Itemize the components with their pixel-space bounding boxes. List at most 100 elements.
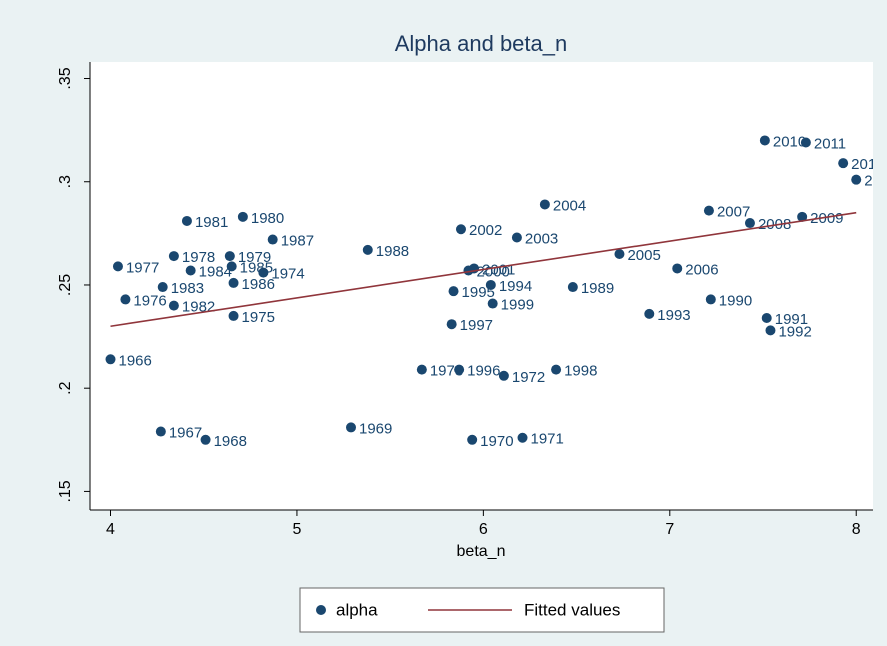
point-label: 1984 xyxy=(199,263,232,280)
point xyxy=(226,261,237,272)
plot-layer: 1966 1967 1968 1969 1970 1971 1972 1973 1974 1975… xyxy=(105,133,887,450)
chart-title: Alpha and beta_n xyxy=(395,31,568,56)
point-label: 1968 xyxy=(214,433,247,450)
point xyxy=(703,205,714,216)
point xyxy=(267,234,278,245)
point-label: 1995 xyxy=(462,284,495,301)
point-label: 2002 xyxy=(469,222,502,239)
point xyxy=(838,158,849,169)
y-tick-label: .3 xyxy=(57,175,74,188)
point-label: 1998 xyxy=(564,363,597,380)
point xyxy=(224,251,235,262)
point xyxy=(258,267,269,278)
point-label: 2005 xyxy=(627,247,660,264)
point xyxy=(759,135,770,146)
point xyxy=(485,279,496,290)
point-label: 1974 xyxy=(271,266,304,283)
point xyxy=(551,364,562,375)
point xyxy=(155,426,166,437)
point xyxy=(511,232,522,243)
point xyxy=(467,434,478,445)
point-label: 2013 xyxy=(864,173,887,190)
point-label: 2011 xyxy=(814,135,846,152)
point xyxy=(168,300,179,311)
point-label: 2006 xyxy=(685,261,718,278)
point-label: 1994 xyxy=(499,278,532,295)
point xyxy=(705,294,716,305)
point-label: 1992 xyxy=(778,323,811,340)
point-label: 1973 xyxy=(430,363,463,380)
point-label: 1981 xyxy=(195,214,228,231)
point xyxy=(448,286,459,297)
point-label: 1972 xyxy=(512,369,545,386)
point-label: 2000 xyxy=(476,263,509,280)
point-label: 2012 xyxy=(851,156,884,173)
point xyxy=(851,174,862,185)
x-tick-label: 7 xyxy=(665,521,674,538)
point-label: 2004 xyxy=(553,197,586,214)
point xyxy=(614,249,625,259)
point xyxy=(446,319,457,330)
x-tick-label: 6 xyxy=(479,521,488,538)
plot-area xyxy=(90,62,873,510)
point xyxy=(797,211,808,222)
point xyxy=(185,265,196,276)
legend-label: alpha xyxy=(336,600,378,619)
legend-label: Fitted values xyxy=(524,600,620,619)
point xyxy=(517,432,528,443)
point xyxy=(237,211,248,222)
point xyxy=(672,263,683,274)
y-tick-label: .15 xyxy=(57,480,74,502)
point xyxy=(416,364,427,375)
point-label: 2010 xyxy=(773,133,806,150)
point xyxy=(120,294,131,305)
y-tick-label: .35 xyxy=(57,67,74,89)
point xyxy=(362,244,373,255)
point-label: 1990 xyxy=(719,292,752,309)
point-label: 1969 xyxy=(359,420,392,437)
point xyxy=(228,277,239,288)
point xyxy=(498,370,509,381)
point xyxy=(228,310,239,321)
point xyxy=(454,364,465,375)
point-label: 1987 xyxy=(281,233,314,250)
point-label: 2007 xyxy=(717,204,750,221)
legend: alpha Fitted values xyxy=(299,587,665,633)
point-label: 1999 xyxy=(501,297,534,314)
point-label: 1979 xyxy=(238,249,271,266)
y-tick-label: .25 xyxy=(57,274,74,296)
legend-marker xyxy=(316,605,326,615)
point-label: 1986 xyxy=(242,276,275,293)
point xyxy=(744,218,755,229)
point xyxy=(455,224,466,235)
point xyxy=(346,422,356,433)
point-label: 1976 xyxy=(133,292,166,309)
fit-line xyxy=(110,211,857,328)
point xyxy=(487,298,498,309)
x-axis-title: beta_n xyxy=(457,543,506,560)
point-label: 1977 xyxy=(126,259,159,276)
point-label: 1991 xyxy=(775,311,808,328)
point-label: 1966 xyxy=(119,352,152,369)
point-label: 1993 xyxy=(657,307,690,324)
point-label: 1997 xyxy=(460,317,493,334)
point xyxy=(539,199,550,210)
point-label: 1980 xyxy=(251,210,284,227)
point xyxy=(800,137,811,148)
point-label: 1988 xyxy=(376,243,409,260)
point-label: 1970 xyxy=(480,433,513,450)
point xyxy=(168,251,179,262)
point xyxy=(200,434,211,445)
point-label: 2001 xyxy=(482,261,515,278)
point xyxy=(644,308,655,319)
point xyxy=(567,282,578,293)
point-label: 1996 xyxy=(467,363,500,380)
point-label: 1985 xyxy=(240,259,273,276)
point xyxy=(105,354,116,365)
point-label: 2003 xyxy=(525,230,558,247)
point-label: 1978 xyxy=(182,249,215,266)
point xyxy=(765,325,776,336)
point-label: 1967 xyxy=(169,425,202,442)
point-label: 1971 xyxy=(531,431,564,448)
